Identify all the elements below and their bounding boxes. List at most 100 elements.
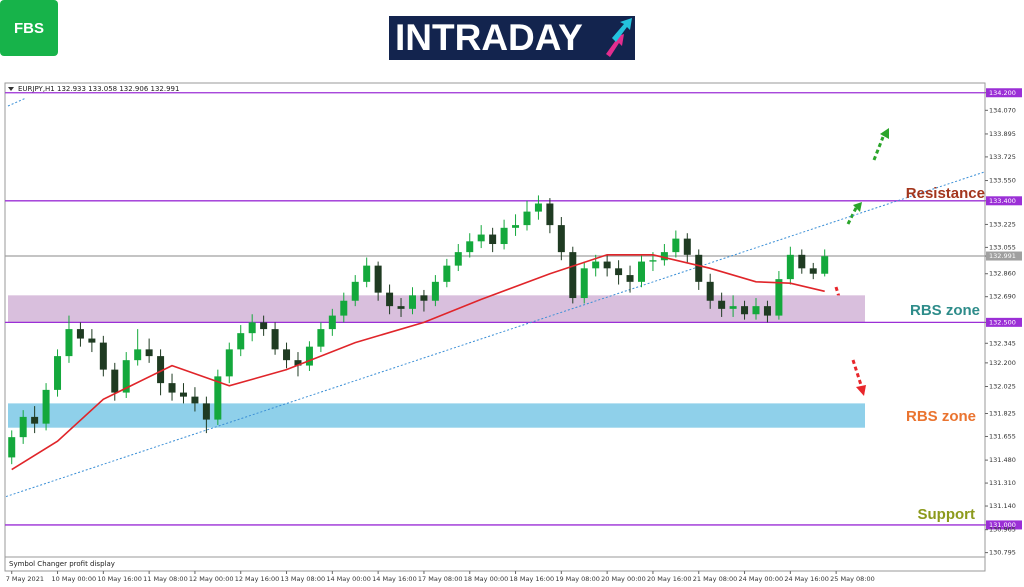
candle-body	[500, 227, 508, 245]
candle-body	[134, 349, 142, 361]
y-tick-label: 132.200	[989, 359, 1016, 367]
y-tick-label: 131.825	[989, 410, 1016, 418]
candle-body	[363, 265, 371, 282]
y-tick-label: 132.025	[989, 383, 1016, 391]
candle-body	[374, 265, 382, 293]
candle-body	[248, 322, 256, 334]
candle-body	[271, 329, 279, 350]
candle-body	[695, 254, 703, 282]
logo-arrow	[606, 34, 624, 57]
y-tick-label: 130.795	[989, 549, 1016, 557]
candle-body	[65, 329, 73, 357]
x-tick-label: 18 May 00:00	[464, 575, 509, 583]
candle-body	[660, 252, 668, 261]
candle-body	[786, 254, 794, 280]
candle-body	[386, 292, 394, 307]
arrow-up	[846, 207, 858, 225]
arrow-head	[880, 128, 889, 139]
candle-body	[397, 306, 405, 309]
annotation: Support	[918, 506, 976, 523]
candle-body	[283, 349, 291, 361]
annotation: RBS zone	[910, 302, 980, 319]
candle-body	[512, 225, 520, 228]
candle-body	[672, 238, 680, 253]
moving-average	[11, 254, 825, 471]
arrows	[834, 128, 889, 396]
candle-body	[615, 268, 623, 276]
x-tick-label: 18 May 16:00	[510, 575, 555, 583]
y-tick-label: 133.055	[989, 243, 1016, 251]
candle-body	[179, 392, 187, 397]
menu-icon[interactable]	[8, 87, 14, 91]
candle-body	[111, 369, 119, 393]
y-tick-highlight	[986, 520, 1022, 530]
candle-body	[534, 203, 542, 212]
candle-body	[317, 329, 325, 347]
candle-body	[763, 306, 771, 316]
candle-body	[706, 281, 714, 301]
y-tick-highlight	[986, 88, 1022, 98]
y-tick-label: 132.500	[989, 318, 1016, 326]
x-tick-label: 24 May 16:00	[784, 575, 829, 583]
logo-arrows	[606, 18, 632, 57]
candle-body	[31, 416, 39, 424]
candle-body	[54, 356, 62, 390]
y-tick-label: 132.860	[989, 270, 1016, 278]
candle-body	[294, 360, 302, 366]
y-tick-label: 133.725	[989, 153, 1016, 161]
y-tick-label: 134.070	[989, 106, 1016, 114]
x-tick-label: 10 May 16:00	[97, 575, 142, 583]
logo-text: INTRADAY	[395, 17, 583, 58]
candle-body	[741, 306, 749, 315]
candle-body	[237, 333, 245, 350]
y-tick-label: 133.550	[989, 177, 1016, 185]
y-tick-label: 131.000	[989, 521, 1016, 529]
annotation: Resistance	[906, 185, 985, 202]
x-tick-label: 12 May 16:00	[235, 575, 280, 583]
candle-body	[99, 342, 107, 370]
candle-body	[431, 281, 439, 301]
arrow-head	[853, 202, 862, 212]
x-tick-label: 13 May 08:00	[281, 575, 326, 583]
candle-body	[523, 211, 531, 226]
candle-body	[191, 396, 199, 404]
y-tick-label: 133.225	[989, 220, 1016, 228]
candle-body	[42, 389, 50, 424]
y-tick-label: 131.480	[989, 456, 1016, 464]
candle-body	[225, 349, 233, 377]
y-tick-label: 134.200	[989, 89, 1016, 97]
trend-stub	[7, 97, 27, 107]
candle-body	[88, 338, 96, 343]
candle-body	[168, 383, 176, 393]
y-tick-label: 132.991	[989, 252, 1016, 260]
intraday-logo: INTRADAY	[389, 16, 635, 60]
logo-arrow	[612, 18, 632, 42]
candle-body	[798, 254, 806, 269]
candle-body	[122, 360, 130, 393]
plot-layer	[5, 92, 986, 526]
candle-body	[145, 349, 153, 357]
y-tick-label: 131.140	[989, 502, 1016, 510]
candle-body	[718, 300, 726, 309]
x-tick-label: 19 May 08:00	[555, 575, 600, 583]
y-tick-label: 133.400	[989, 197, 1016, 205]
candle-body	[546, 203, 554, 226]
candle-body	[626, 275, 634, 282]
arrow-head	[856, 385, 866, 396]
candle-body	[809, 268, 817, 274]
brand-logo[interactable]: FBS	[0, 0, 58, 56]
arrow-down	[851, 359, 863, 386]
y-tick-label: 130.965	[989, 526, 1016, 534]
x-tick-label: 20 May 00:00	[601, 575, 646, 583]
candle-body	[557, 225, 565, 253]
x-tick-label: 7 May 2021	[6, 575, 44, 583]
candle-body	[408, 295, 416, 309]
x-tick-label: 11 May 08:00	[143, 575, 188, 583]
x-tick-label: 21 May 08:00	[693, 575, 738, 583]
candle-body	[752, 306, 760, 315]
candle-body	[8, 437, 16, 458]
candle-body	[214, 376, 222, 420]
candle-body	[580, 268, 588, 299]
